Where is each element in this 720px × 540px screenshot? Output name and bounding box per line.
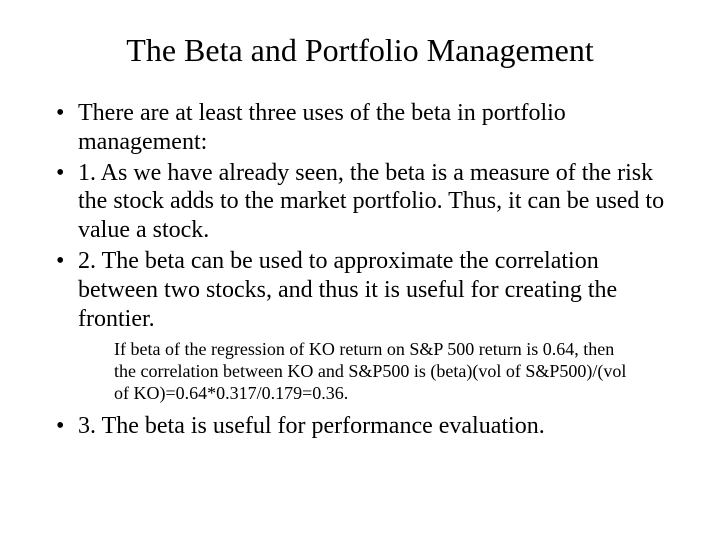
slide-title: The Beta and Portfolio Management bbox=[50, 32, 670, 69]
bullet-list: There are at least three uses of the bet… bbox=[50, 99, 670, 333]
sub-text: If beta of the regression of KO return o… bbox=[114, 339, 640, 404]
bullet-item: 3. The beta is useful for performance ev… bbox=[50, 412, 670, 441]
bullet-item: 1. As we have already seen, the beta is … bbox=[50, 159, 670, 245]
slide: The Beta and Portfolio Management There … bbox=[0, 0, 720, 540]
bullet-list-continued: 3. The beta is useful for performance ev… bbox=[50, 412, 670, 441]
bullet-item: There are at least three uses of the bet… bbox=[50, 99, 670, 157]
bullet-item: 2. The beta can be used to approximate t… bbox=[50, 247, 670, 333]
